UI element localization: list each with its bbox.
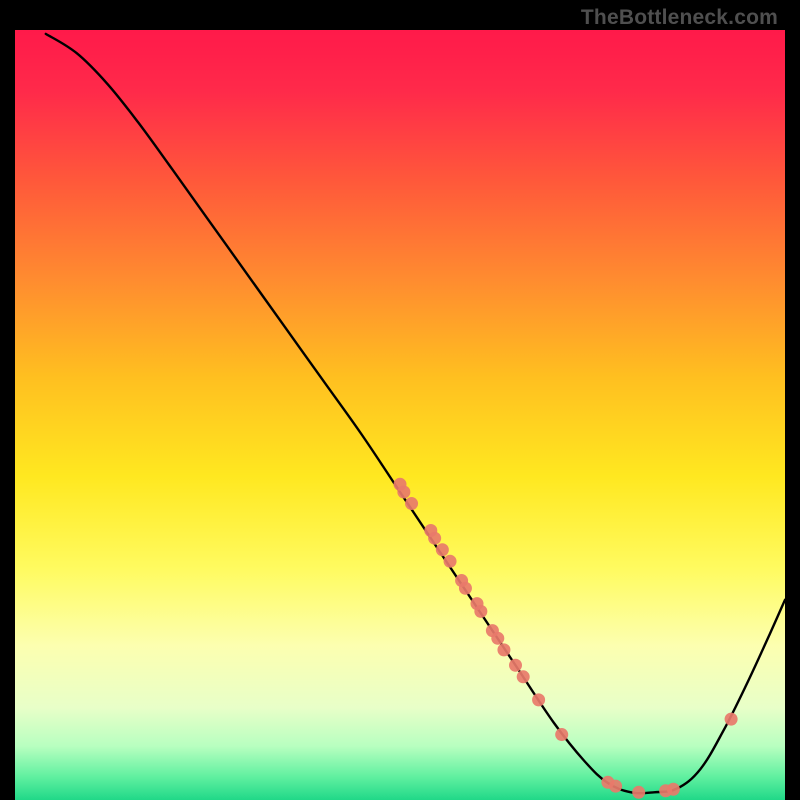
- scatter-point: [632, 786, 645, 799]
- scatter-point: [459, 582, 472, 595]
- scatter-point: [667, 783, 680, 796]
- scatter-point: [555, 728, 568, 741]
- scatter-point: [436, 543, 449, 556]
- scatter-point: [428, 532, 441, 545]
- scatter-point: [444, 555, 457, 568]
- scatter-point: [491, 632, 504, 645]
- scatter-point: [474, 605, 487, 618]
- scatter-point: [405, 497, 418, 510]
- scatter-point: [725, 713, 738, 726]
- chart-background: [15, 30, 785, 800]
- scatter-point: [397, 486, 410, 499]
- watermark-text: TheBottleneck.com: [581, 6, 778, 30]
- chart-svg: [15, 30, 785, 800]
- bottleneck-chart: [15, 30, 785, 800]
- scatter-point: [532, 693, 545, 706]
- scatter-point: [509, 659, 522, 672]
- scatter-point: [517, 670, 530, 683]
- scatter-point: [609, 780, 622, 793]
- scatter-point: [497, 643, 510, 656]
